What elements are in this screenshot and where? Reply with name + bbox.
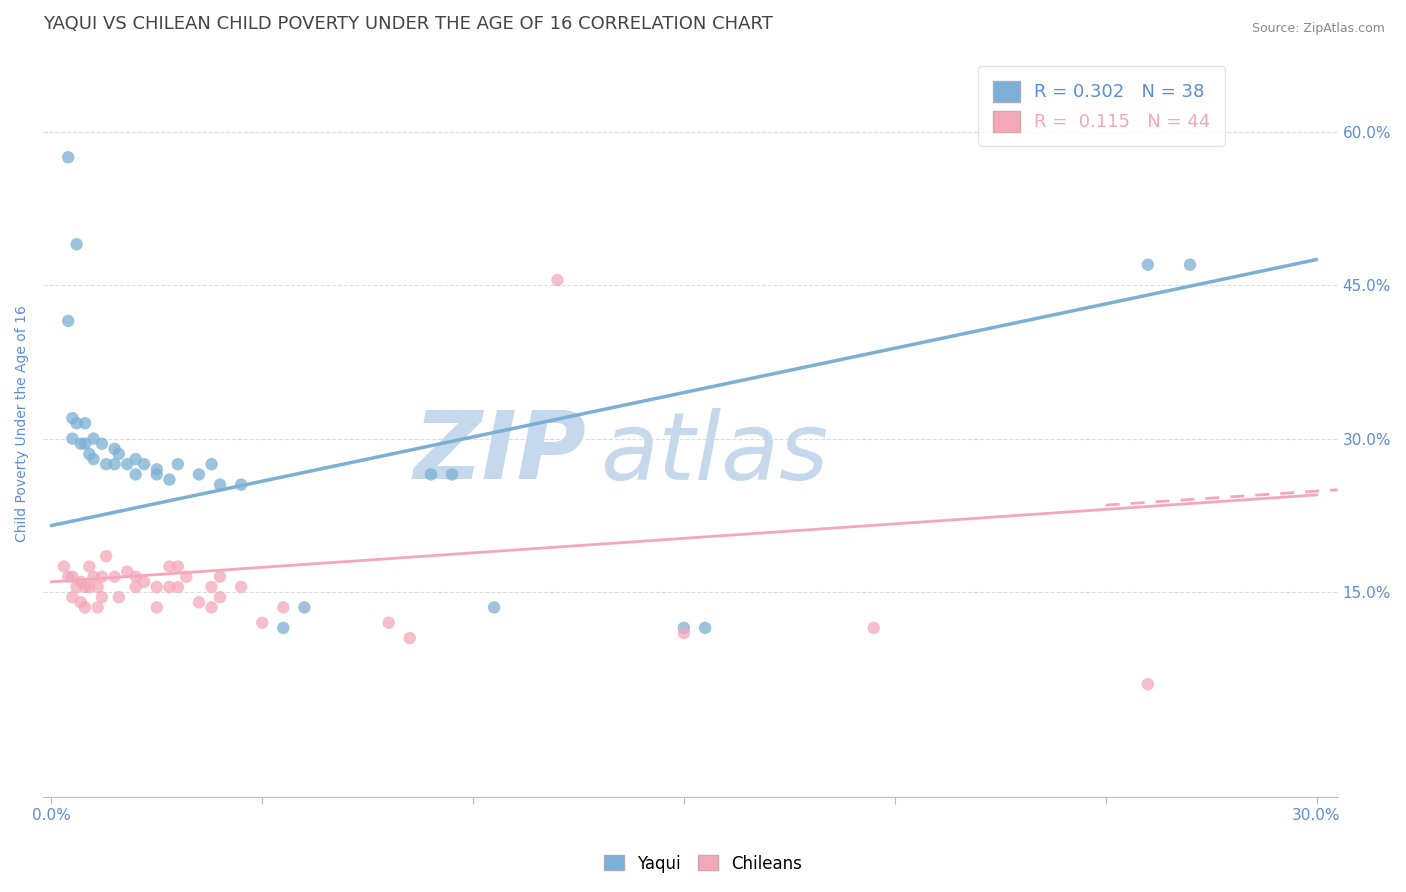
Point (271, 621, 294, 635)
Point (77, 559, 100, 574)
Point (124, 452, 146, 467)
Point (58, 314, 80, 328)
Point (200, 457, 222, 471)
Point (157, 559, 180, 574)
Point (94, 549, 117, 564)
Point (157, 473, 180, 487)
Point (75, 416, 97, 430)
Point (862, 621, 884, 635)
Point (70, 574, 93, 589)
Point (82, 452, 104, 467)
Point (1136, 258, 1159, 272)
Point (166, 559, 188, 574)
Point (546, 273, 568, 287)
Point (419, 467, 441, 482)
Point (66, 416, 89, 430)
Point (103, 570, 125, 584)
Point (174, 570, 197, 584)
Point (377, 615, 399, 630)
Point (86, 580, 108, 594)
Point (107, 590, 129, 604)
Point (66, 580, 89, 594)
Point (66, 237, 89, 252)
Point (1178, 258, 1201, 272)
Point (208, 477, 231, 491)
Point (77, 580, 100, 594)
Point (90, 590, 112, 604)
Text: Source: ZipAtlas.com: Source: ZipAtlas.com (1251, 22, 1385, 36)
Point (94, 457, 117, 471)
Point (145, 580, 167, 594)
Point (166, 457, 188, 471)
Point (62, 590, 84, 604)
Point (70, 436, 93, 450)
Point (208, 590, 231, 604)
Point (145, 462, 167, 476)
Point (208, 570, 231, 584)
Point (86, 600, 108, 615)
Point (90, 570, 112, 584)
Point (398, 631, 420, 645)
Point (53, 559, 76, 574)
Point (200, 580, 222, 594)
Point (90, 436, 112, 450)
Point (271, 600, 294, 615)
Point (187, 467, 209, 482)
Point (75, 436, 97, 450)
Point (132, 574, 155, 589)
Point (58, 150, 80, 164)
Point (672, 621, 695, 635)
Point (62, 432, 84, 446)
Y-axis label: Child Poverty Under the Age of 16: Child Poverty Under the Age of 16 (15, 305, 30, 541)
Text: YAQUI VS CHILEAN CHILD POVERTY UNDER THE AGE OF 16 CORRELATION CHART: YAQUI VS CHILEAN CHILD POVERTY UNDER THE… (44, 15, 773, 33)
Point (132, 457, 155, 471)
Point (62, 570, 84, 584)
Point (166, 580, 188, 594)
Point (482, 600, 505, 615)
Point (124, 467, 146, 482)
Point (75, 600, 97, 615)
Text: atlas: atlas (599, 408, 828, 499)
Point (124, 570, 146, 584)
Point (62, 411, 84, 425)
Point (58, 570, 80, 584)
Point (82, 432, 104, 446)
Point (82, 570, 104, 584)
Point (115, 565, 138, 579)
Point (672, 626, 695, 640)
Point (115, 457, 138, 471)
Point (145, 467, 167, 482)
Point (250, 615, 273, 630)
Point (200, 600, 222, 615)
Point (107, 447, 129, 461)
Point (75, 580, 97, 594)
Point (124, 580, 146, 594)
Point (693, 621, 716, 635)
Point (70, 595, 93, 609)
Point (1136, 677, 1159, 691)
Point (292, 600, 315, 615)
Point (157, 580, 180, 594)
Point (187, 595, 209, 609)
Point (77, 447, 100, 461)
Point (440, 467, 463, 482)
Point (229, 477, 252, 491)
Point (103, 457, 125, 471)
Point (145, 600, 167, 615)
Legend: R = 0.302   N = 38, R =  0.115   N = 44: R = 0.302 N = 38, R = 0.115 N = 44 (979, 66, 1225, 146)
Text: ZIP: ZIP (413, 407, 586, 500)
Point (103, 442, 125, 456)
Point (229, 580, 252, 594)
Legend: Yaqui, Chileans: Yaqui, Chileans (598, 848, 808, 880)
